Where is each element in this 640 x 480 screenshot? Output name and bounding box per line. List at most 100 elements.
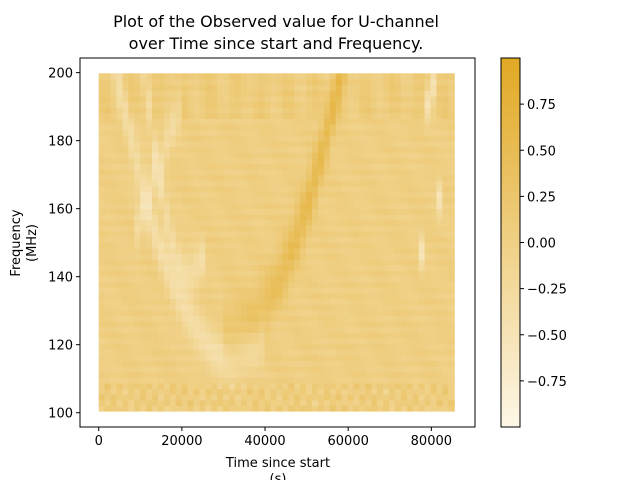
- heatmap-cell: [359, 185, 366, 193]
- heatmap-cell: [169, 140, 177, 148]
- heatmap-cell: [157, 129, 165, 136]
- heatmap-cell: [217, 292, 224, 300]
- heatmap-cell: [288, 225, 295, 232]
- heatmap-cell: [175, 394, 183, 401]
- heatmap-cell: [335, 332, 343, 339]
- heatmap-cell: [116, 197, 124, 204]
- heatmap-cell: [193, 259, 201, 266]
- heatmap-cell: [371, 95, 378, 103]
- heatmap-cell: [312, 377, 319, 384]
- heatmap-cell: [282, 129, 289, 136]
- heatmap-cell: [424, 107, 432, 114]
- heatmap-cell: [371, 264, 378, 271]
- heatmap-cell: [205, 275, 212, 283]
- x-tick-label: 40000: [244, 434, 285, 449]
- heatmap-cell: [270, 242, 278, 249]
- heatmap-cell: [181, 163, 189, 170]
- heatmap-cell: [181, 208, 189, 215]
- heatmap-cell: [436, 168, 443, 176]
- heatmap-cell: [223, 236, 230, 243]
- heatmap-cell: [110, 253, 118, 260]
- heatmap-cell: [418, 152, 426, 159]
- heatmap-cell: [217, 118, 224, 125]
- heatmap-cell: [359, 236, 366, 243]
- heatmap-cell: [187, 214, 195, 221]
- heatmap-cell: [169, 343, 177, 350]
- heatmap-cell: [276, 298, 283, 305]
- heatmap-cell: [211, 101, 218, 108]
- heatmap-cell: [110, 349, 118, 356]
- heatmap-cell: [163, 337, 171, 345]
- heatmap-cell: [347, 377, 355, 384]
- heatmap-cell: [181, 140, 189, 148]
- heatmap-cell: [383, 388, 390, 395]
- heatmap-cell: [157, 309, 165, 316]
- heatmap-cell: [317, 236, 325, 243]
- heatmap-cell: [323, 247, 331, 255]
- heatmap-cell: [430, 95, 438, 103]
- heatmap-cell: [229, 360, 236, 367]
- heatmap-cell: [412, 202, 420, 209]
- heatmap-cell: [306, 174, 313, 181]
- heatmap-cell: [157, 185, 165, 193]
- heatmap-cell: [217, 332, 224, 339]
- heatmap-cell: [394, 225, 402, 232]
- heatmap-cell: [353, 315, 361, 322]
- colorbar-tick-label: −0.75: [527, 375, 567, 390]
- heatmap-cell: [252, 219, 260, 226]
- heatmap-cell: [430, 360, 438, 367]
- heatmap-cell: [329, 78, 337, 86]
- heatmap-cell: [383, 242, 390, 249]
- heatmap-cell: [229, 405, 236, 412]
- heatmap-cell: [223, 349, 230, 356]
- heatmap-cell: [312, 230, 319, 238]
- heatmap-cell: [181, 298, 189, 305]
- x-tick-label: 20000: [161, 434, 202, 449]
- heatmap-cell: [229, 118, 236, 125]
- heatmap-cell: [430, 287, 438, 294]
- heatmap-cell: [157, 78, 165, 86]
- heatmap-cell: [406, 208, 414, 215]
- heatmap-cell: [122, 304, 129, 311]
- heatmap-cell: [300, 253, 307, 260]
- heatmap-cell: [312, 253, 319, 260]
- heatmap-cell: [323, 168, 331, 176]
- heatmap-cell: [205, 371, 212, 378]
- heatmap-cell: [134, 270, 141, 277]
- heatmap-cell: [276, 163, 283, 170]
- heatmap-cell: [234, 140, 242, 148]
- heatmap-cell: [365, 332, 372, 339]
- heatmap-cell: [306, 298, 313, 305]
- heatmap-cell: [394, 107, 402, 114]
- heatmap-cell: [229, 123, 236, 131]
- heatmap-cell: [400, 332, 408, 339]
- heatmap-cell: [134, 264, 141, 271]
- heatmap-cell: [187, 168, 195, 176]
- heatmap-cell: [389, 95, 396, 103]
- heatmap-cell: [211, 197, 218, 204]
- heatmap-cell: [264, 281, 272, 288]
- heatmap-cell: [157, 349, 165, 356]
- heatmap-cell: [371, 180, 378, 187]
- heatmap-cell: [377, 399, 384, 406]
- heatmap-cell: [193, 382, 201, 390]
- heatmap-cell: [270, 140, 278, 148]
- heatmap-cell: [288, 123, 295, 131]
- heatmap-cell: [240, 118, 248, 125]
- heatmap-cell: [412, 135, 420, 142]
- heatmap-cell: [146, 225, 153, 232]
- heatmap-cell: [365, 163, 372, 170]
- heatmap-cell: [377, 152, 384, 159]
- heatmap-cell: [146, 152, 153, 159]
- heatmap-cell: [122, 360, 129, 367]
- heatmap-cell: [317, 157, 325, 164]
- heatmap-cell: [229, 225, 236, 232]
- heatmap-cell: [229, 174, 236, 181]
- heatmap-cell: [329, 157, 337, 164]
- heatmap-cell: [300, 242, 307, 249]
- heatmap-cell: [246, 377, 254, 384]
- heatmap-cell: [288, 208, 295, 215]
- heatmap-cell: [217, 180, 224, 187]
- heatmap-cell: [152, 214, 159, 221]
- heatmap-cell: [335, 208, 343, 215]
